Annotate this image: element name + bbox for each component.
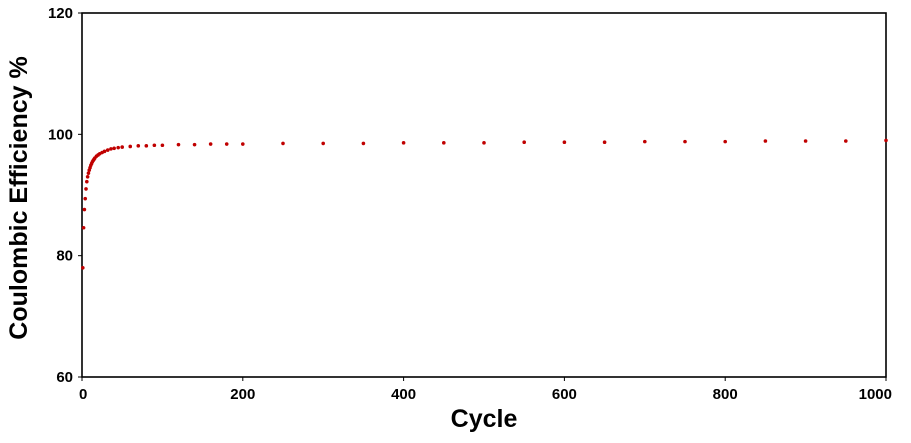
data-point bbox=[81, 266, 85, 270]
data-point bbox=[81, 225, 86, 230]
data-point bbox=[683, 139, 687, 144]
x-tick-label: 200 bbox=[230, 386, 255, 403]
data-point bbox=[241, 142, 245, 146]
data-point bbox=[105, 148, 110, 152]
y-tick-label: 60 bbox=[56, 369, 73, 386]
data-point bbox=[176, 142, 181, 147]
data-point bbox=[112, 146, 116, 151]
data-point bbox=[85, 175, 90, 179]
data-point bbox=[102, 149, 107, 154]
data-point bbox=[86, 171, 91, 175]
data-point bbox=[208, 142, 213, 146]
data-point bbox=[401, 141, 406, 145]
data-point bbox=[128, 144, 133, 149]
x-tick-label: 600 bbox=[552, 386, 577, 403]
data-point bbox=[281, 141, 285, 146]
data-point bbox=[82, 207, 87, 212]
data-point bbox=[85, 179, 89, 184]
data-point bbox=[562, 140, 567, 145]
data-point bbox=[321, 141, 326, 146]
y-tick-label: 100 bbox=[48, 126, 73, 143]
data-point bbox=[84, 187, 88, 191]
data-point bbox=[723, 139, 727, 144]
data-point bbox=[136, 144, 141, 148]
x-tick-label: 0 bbox=[79, 386, 87, 403]
data-point bbox=[152, 143, 157, 148]
data-point bbox=[884, 138, 888, 143]
plot-frame bbox=[81, 12, 887, 378]
data-point bbox=[522, 140, 526, 145]
data-point bbox=[844, 139, 848, 143]
data-point bbox=[482, 141, 486, 145]
data-point bbox=[763, 139, 768, 143]
y-tick-label: 80 bbox=[56, 248, 73, 265]
y-axis-ticks: 60 80 100 120 bbox=[48, 5, 82, 386]
data-point bbox=[442, 141, 446, 145]
data-point bbox=[192, 142, 197, 147]
data-point bbox=[361, 141, 366, 146]
data-point bbox=[160, 143, 165, 148]
data-point bbox=[643, 139, 647, 144]
data-point bbox=[224, 142, 229, 146]
data-point bbox=[83, 196, 88, 201]
y-tick-label: 120 bbox=[48, 5, 73, 22]
data-point bbox=[120, 145, 124, 149]
x-tick-label: 400 bbox=[391, 386, 416, 403]
data-point bbox=[602, 140, 607, 145]
x-axis-ticks: 0 200 400 600 800 1000 bbox=[79, 377, 892, 403]
data-point bbox=[109, 147, 113, 151]
data-point bbox=[803, 139, 808, 143]
x-tick-label: 800 bbox=[713, 386, 738, 403]
data-point bbox=[144, 144, 149, 148]
data-point bbox=[116, 145, 120, 150]
x-axis-title: Cycle bbox=[451, 405, 518, 433]
y-axis-title: Coulombic Efficiency % bbox=[5, 56, 33, 339]
data-points bbox=[81, 138, 888, 270]
x-tick-label: 1000 bbox=[859, 386, 892, 403]
